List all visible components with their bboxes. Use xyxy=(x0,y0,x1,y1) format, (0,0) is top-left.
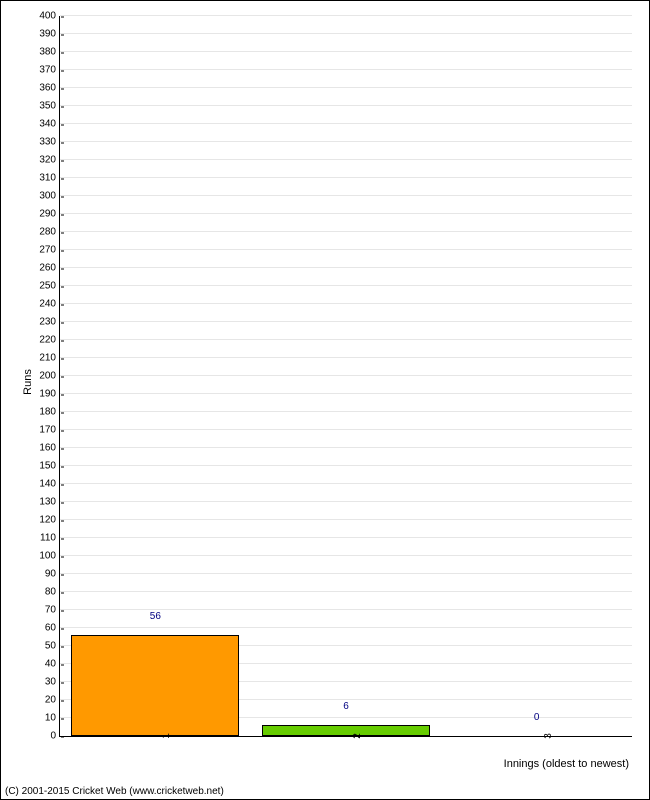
gridline xyxy=(60,465,632,466)
gridline xyxy=(60,105,632,106)
copyright-text: (C) 2001-2015 Cricket Web (www.cricketwe… xyxy=(5,786,224,797)
y-tick-label: 20 xyxy=(45,695,60,706)
gridline xyxy=(60,447,632,448)
y-tick-label: 390 xyxy=(39,29,60,40)
y-tick-label: 350 xyxy=(39,101,60,112)
y-tick-label: 180 xyxy=(39,407,60,418)
y-tick-label: 290 xyxy=(39,209,60,220)
gridline xyxy=(60,231,632,232)
gridline xyxy=(60,627,632,628)
y-tick-label: 50 xyxy=(45,641,60,652)
y-tick-label: 260 xyxy=(39,263,60,274)
y-tick-label: 250 xyxy=(39,281,60,292)
gridline xyxy=(60,303,632,304)
gridline xyxy=(60,609,632,610)
y-tick-label: 280 xyxy=(39,227,60,238)
gridline xyxy=(60,33,632,34)
chart-frame: 0102030405060708090100110120130140150160… xyxy=(0,0,650,800)
y-tick-label: 90 xyxy=(45,569,60,580)
y-tick-label: 240 xyxy=(39,299,60,310)
y-tick-label: 70 xyxy=(45,605,60,616)
gridline xyxy=(60,501,632,502)
gridline xyxy=(60,429,632,430)
y-tick-label: 100 xyxy=(39,551,60,562)
y-tick-label: 190 xyxy=(39,389,60,400)
gridline xyxy=(60,573,632,574)
gridline xyxy=(60,177,632,178)
y-tick-label: 150 xyxy=(39,461,60,472)
y-tick-label: 120 xyxy=(39,515,60,526)
y-tick-label: 370 xyxy=(39,65,60,76)
y-tick-label: 30 xyxy=(45,677,60,688)
gridline xyxy=(60,519,632,520)
gridline xyxy=(60,357,632,358)
y-tick-label: 160 xyxy=(39,443,60,454)
gridline xyxy=(60,195,632,196)
bar-value-label: 0 xyxy=(534,712,540,723)
gridline xyxy=(60,141,632,142)
y-tick-label: 300 xyxy=(39,191,60,202)
gridline xyxy=(60,87,632,88)
gridline xyxy=(60,51,632,52)
y-tick-label: 270 xyxy=(39,245,60,256)
y-axis-label: Runs xyxy=(22,369,34,395)
gridline xyxy=(60,537,632,538)
y-tick-label: 170 xyxy=(39,425,60,436)
gridline xyxy=(60,411,632,412)
y-tick-label: 110 xyxy=(40,533,60,544)
y-tick-label: 80 xyxy=(45,587,60,598)
x-tick-label: 2 xyxy=(346,733,363,739)
x-axis-label: Innings (oldest to newest) xyxy=(504,758,629,770)
gridline xyxy=(60,213,632,214)
y-tick-label: 140 xyxy=(39,479,60,490)
y-tick-label: 130 xyxy=(39,497,60,508)
gridline xyxy=(60,555,632,556)
gridline xyxy=(60,123,632,124)
gridline xyxy=(60,321,632,322)
gridline xyxy=(60,69,632,70)
y-tick-label: 310 xyxy=(39,173,60,184)
y-tick-label: 40 xyxy=(45,659,60,670)
y-tick-label: 320 xyxy=(39,155,60,166)
y-tick-label: 230 xyxy=(39,317,60,328)
gridline xyxy=(60,249,632,250)
bar-value-label: 56 xyxy=(150,611,161,622)
y-tick-label: 340 xyxy=(39,119,60,130)
y-tick-label: 400 xyxy=(39,11,60,22)
gridline xyxy=(60,159,632,160)
y-tick-label: 330 xyxy=(39,137,60,148)
y-tick-label: 220 xyxy=(39,335,60,346)
y-tick-label: 200 xyxy=(39,371,60,382)
y-tick-label: 10 xyxy=(45,713,60,724)
gridline xyxy=(60,393,632,394)
gridline xyxy=(60,591,632,592)
y-tick-label: 360 xyxy=(39,83,60,94)
x-tick-label: 3 xyxy=(537,733,554,739)
bar xyxy=(71,635,239,736)
y-tick-label: 380 xyxy=(39,47,60,58)
gridline xyxy=(60,483,632,484)
y-tick-label: 60 xyxy=(45,623,60,634)
gridline xyxy=(60,375,632,376)
gridline xyxy=(60,15,632,16)
gridline xyxy=(60,285,632,286)
bar-value-label: 6 xyxy=(343,701,349,712)
gridline xyxy=(60,267,632,268)
y-tick-label: 210 xyxy=(39,353,60,364)
y-tick-label: 0 xyxy=(50,731,60,742)
plot-area: 0102030405060708090100110120130140150160… xyxy=(59,16,632,737)
gridline xyxy=(60,339,632,340)
x-tick-label: 1 xyxy=(155,733,172,739)
